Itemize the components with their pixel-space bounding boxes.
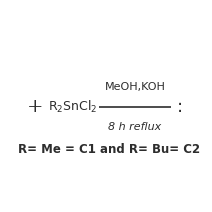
Text: +: +: [26, 98, 43, 116]
Text: :: :: [177, 98, 183, 116]
Text: R= Me = C1 and R= Bu= C2: R= Me = C1 and R= Bu= C2: [18, 143, 200, 156]
Text: 8 h reflux: 8 h reflux: [108, 122, 162, 132]
Text: MeOH,KOH: MeOH,KOH: [105, 82, 165, 92]
Text: R$_2$SnCl$_2$: R$_2$SnCl$_2$: [48, 99, 97, 115]
